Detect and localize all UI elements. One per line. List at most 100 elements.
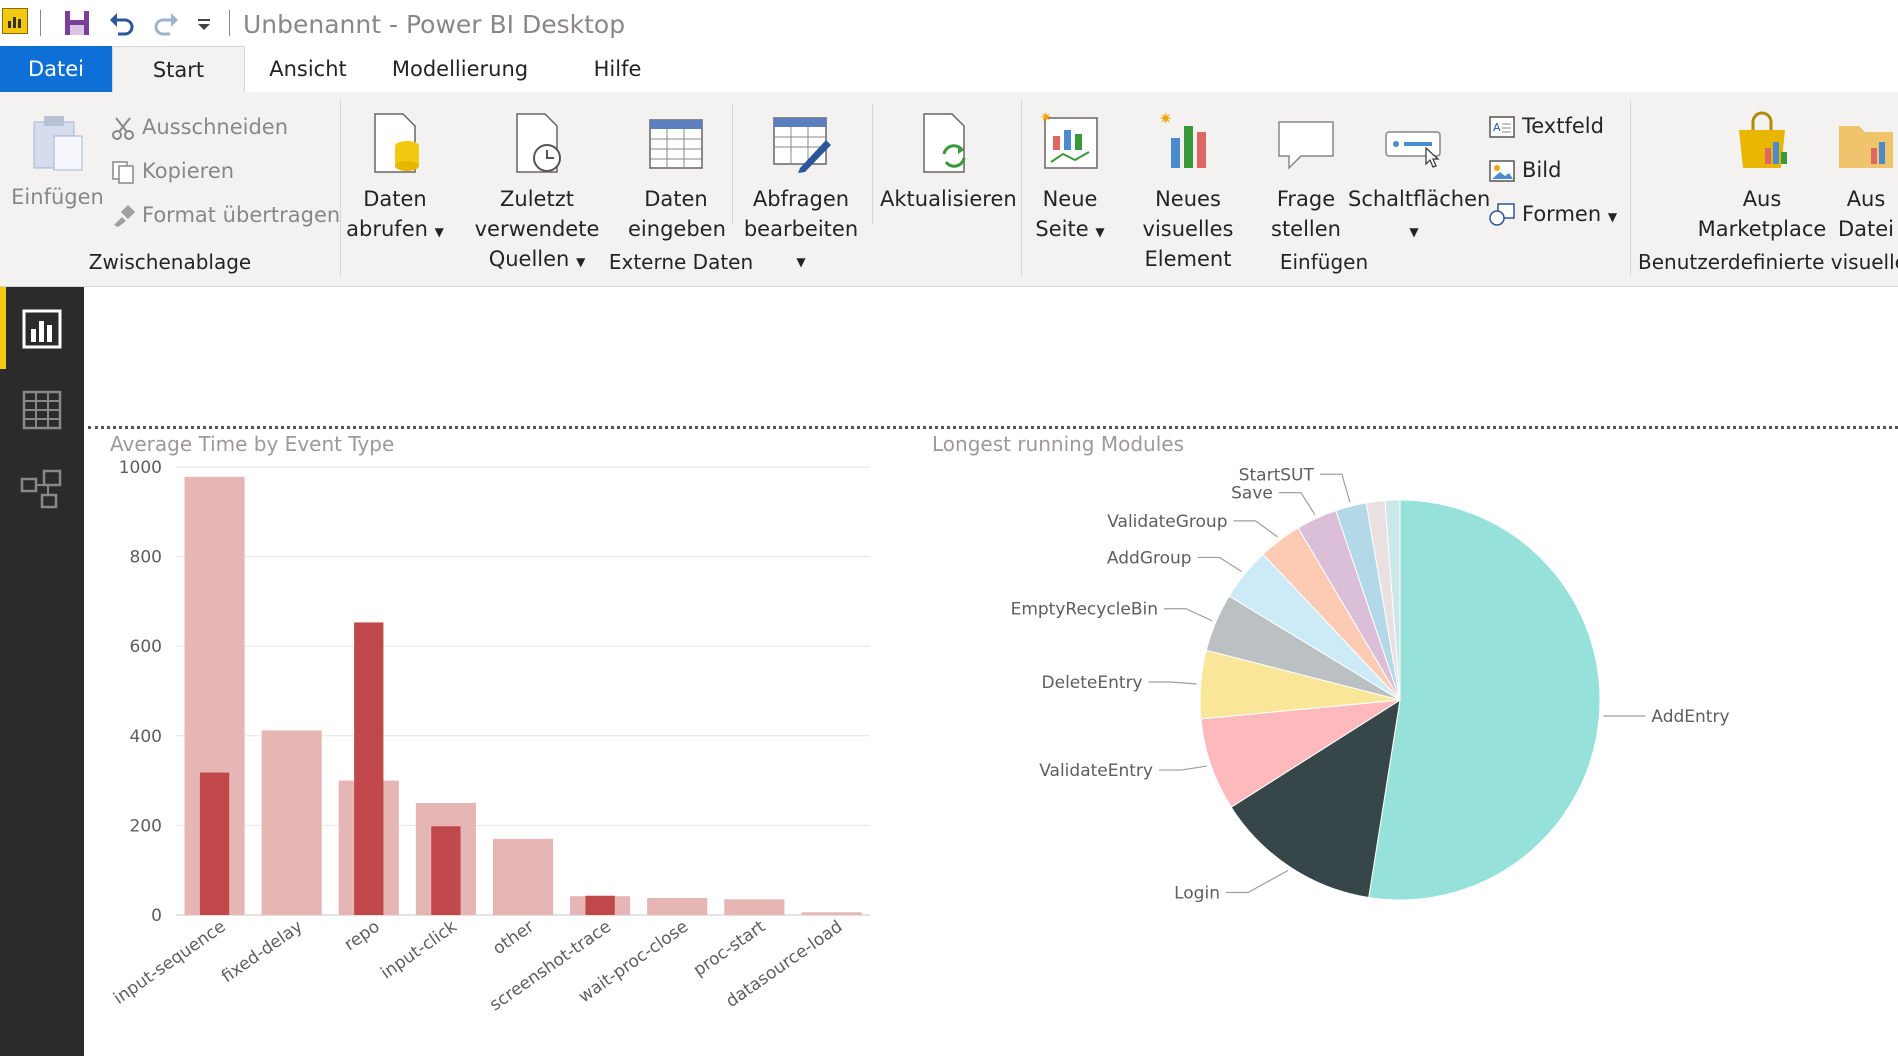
group-label-clipboard: Zwischenablage: [88, 250, 252, 274]
tab-file[interactable]: Datei: [0, 46, 112, 92]
pie-leader-line: [1278, 492, 1316, 515]
y-tick-label: 200: [130, 816, 162, 836]
marketplace-bag-icon: [1739, 111, 1787, 168]
refresh-icon: [923, 113, 966, 173]
y-tick-label: 400: [130, 727, 162, 747]
bar: [261, 730, 322, 915]
pie-label: DeleteEntry: [1042, 673, 1143, 693]
get-data-button[interactable]: Daten abrufen ▼: [345, 110, 445, 247]
model-view-icon[interactable]: [20, 469, 64, 513]
power-bi-app-icon[interactable]: [2, 8, 28, 34]
active-view-indicator: [0, 287, 6, 369]
group-separator: [1630, 100, 1631, 276]
tab-modeling[interactable]: Modellierung: [391, 57, 529, 81]
button-cursor-icon: [1385, 131, 1441, 168]
save-icon[interactable]: [62, 8, 92, 38]
enter-data-button[interactable]: Daten eingeben: [628, 110, 726, 244]
group-label-external-data: Externe Daten: [608, 250, 754, 274]
title-bar: Unbenannt - Power BI Desktop: [0, 0, 1898, 46]
undo-icon[interactable]: [106, 8, 136, 38]
group-separator: [1021, 100, 1022, 276]
x-tick-label: input-sequence: [110, 917, 229, 1009]
pie-label: ValidateGroup: [1107, 512, 1227, 532]
from-file-button[interactable]: Aus Datei: [1834, 108, 1898, 244]
ask-question-button[interactable]: Frage stellen: [1266, 108, 1346, 244]
bar-chart-title: Average Time by Event Type: [110, 432, 395, 456]
svg-text:✷: ✷: [1159, 109, 1172, 128]
chevron-down-icon: ▼: [434, 225, 444, 239]
edit-queries-button[interactable]: Abfragen bearbeiten ▼: [736, 110, 866, 277]
pie-slice: [1230, 698, 1401, 899]
bar: [724, 899, 785, 915]
refresh-button[interactable]: Aktualisieren: [880, 110, 1017, 214]
report-canvas[interactable]: Average Time by Event Type 0 200 400 600 800…: [84, 287, 1898, 1056]
new-page-icon: ✷: [1040, 110, 1098, 169]
pie-chart-title: Longest running Modules: [932, 432, 1185, 456]
bar-chart[interactable]: 0 200 400 600 800 1000 input-sequencefixed-del…: [84, 447, 884, 1056]
bar: [492, 838, 554, 915]
pie-label: Login: [1174, 884, 1220, 904]
recent-file-clock-icon: [516, 113, 561, 173]
pie-leader-line: [1319, 473, 1351, 503]
pie-leader-line: [1164, 608, 1213, 622]
y-tick-label: 600: [130, 637, 162, 657]
recent-sources-button[interactable]: Zuletzt verwendete Quellen ▼: [447, 110, 627, 277]
y-tick-label: 0: [151, 906, 162, 926]
pie-chart[interactable]: AddEntry Login ValidateEntry DeleteEntry Emp…: [904, 447, 1804, 1056]
chevron-down-icon: ▼: [796, 255, 806, 269]
data-view-icon[interactable]: [20, 388, 64, 432]
paste-icon: [33, 116, 82, 171]
chevron-down-icon: ▼: [1607, 210, 1618, 224]
svg-text:A: A: [1493, 121, 1501, 134]
pie-leader-line: [1233, 520, 1278, 538]
x-tick-label: other: [489, 917, 538, 959]
group-separator: [732, 104, 733, 224]
group-label-insert: Einfügen: [1279, 250, 1369, 274]
pie-label: AddGroup: [1107, 548, 1192, 568]
bar: [354, 622, 384, 915]
pie-label: ValidateEntry: [1039, 761, 1153, 781]
paste-button[interactable]: Einfügen: [10, 112, 105, 212]
x-tick-label: input-click: [377, 917, 461, 984]
buttons-button[interactable]: Schaltflächen ▼: [1348, 108, 1490, 247]
y-tick-label: 800: [130, 548, 162, 568]
speech-bubble-icon: [1278, 121, 1334, 170]
title-separator: [229, 10, 230, 36]
ribbon-tabs: Datei Start Ansicht Modellierung Hilfe: [0, 46, 1898, 92]
tab-help[interactable]: Hilfe: [593, 57, 642, 81]
image-icon: [1489, 160, 1515, 182]
brush-icon: [114, 204, 136, 227]
view-switcher-rail: [0, 287, 84, 1056]
format-painter-button[interactable]: Format übertragen: [110, 198, 340, 232]
scissors-icon: [112, 117, 134, 140]
image-button[interactable]: Bild: [1488, 153, 1561, 187]
bar: [801, 912, 862, 915]
shapes-button[interactable]: Formen ▼: [1488, 197, 1617, 231]
pie-leader-line: [1158, 765, 1208, 771]
ribbon: Einfügen Ausschneiden Kopieren Format üb…: [0, 92, 1898, 287]
from-marketplace-button[interactable]: Aus Marketplace: [1692, 108, 1832, 244]
pie-label: Save: [1231, 484, 1273, 504]
bar: [431, 826, 461, 915]
cut-button[interactable]: Ausschneiden: [110, 110, 288, 144]
database-file-icon: [374, 113, 419, 173]
new-page-button[interactable]: ✷ Neue Seite ▼: [1035, 110, 1105, 241]
x-tick-label: repo: [341, 917, 384, 955]
pie-leader-line: [1197, 556, 1242, 572]
pie-label: EmptyRecycleBin: [1011, 600, 1158, 620]
title-separator: [40, 10, 41, 36]
y-tick-label: 1000: [119, 458, 162, 478]
shapes-icon: [1489, 203, 1515, 226]
tab-view[interactable]: Ansicht: [269, 57, 347, 81]
new-visual-button[interactable]: ✷ Neues visuelles Element: [1142, 109, 1234, 271]
customize-toolbar-chevron-icon[interactable]: [195, 8, 213, 38]
group-label-custom-visuals: Benutzerdefinierte visuelle E: [1638, 250, 1898, 274]
pie-slice: [1384, 499, 1401, 701]
copy-button[interactable]: Kopieren: [110, 154, 234, 188]
redo-icon[interactable]: [152, 8, 182, 38]
tab-start[interactable]: Start: [112, 46, 245, 92]
textbox-button[interactable]: A Textfeld: [1488, 109, 1604, 143]
copy-icon: [112, 161, 134, 184]
report-view-icon[interactable]: [20, 307, 64, 351]
table-icon: [649, 119, 703, 169]
